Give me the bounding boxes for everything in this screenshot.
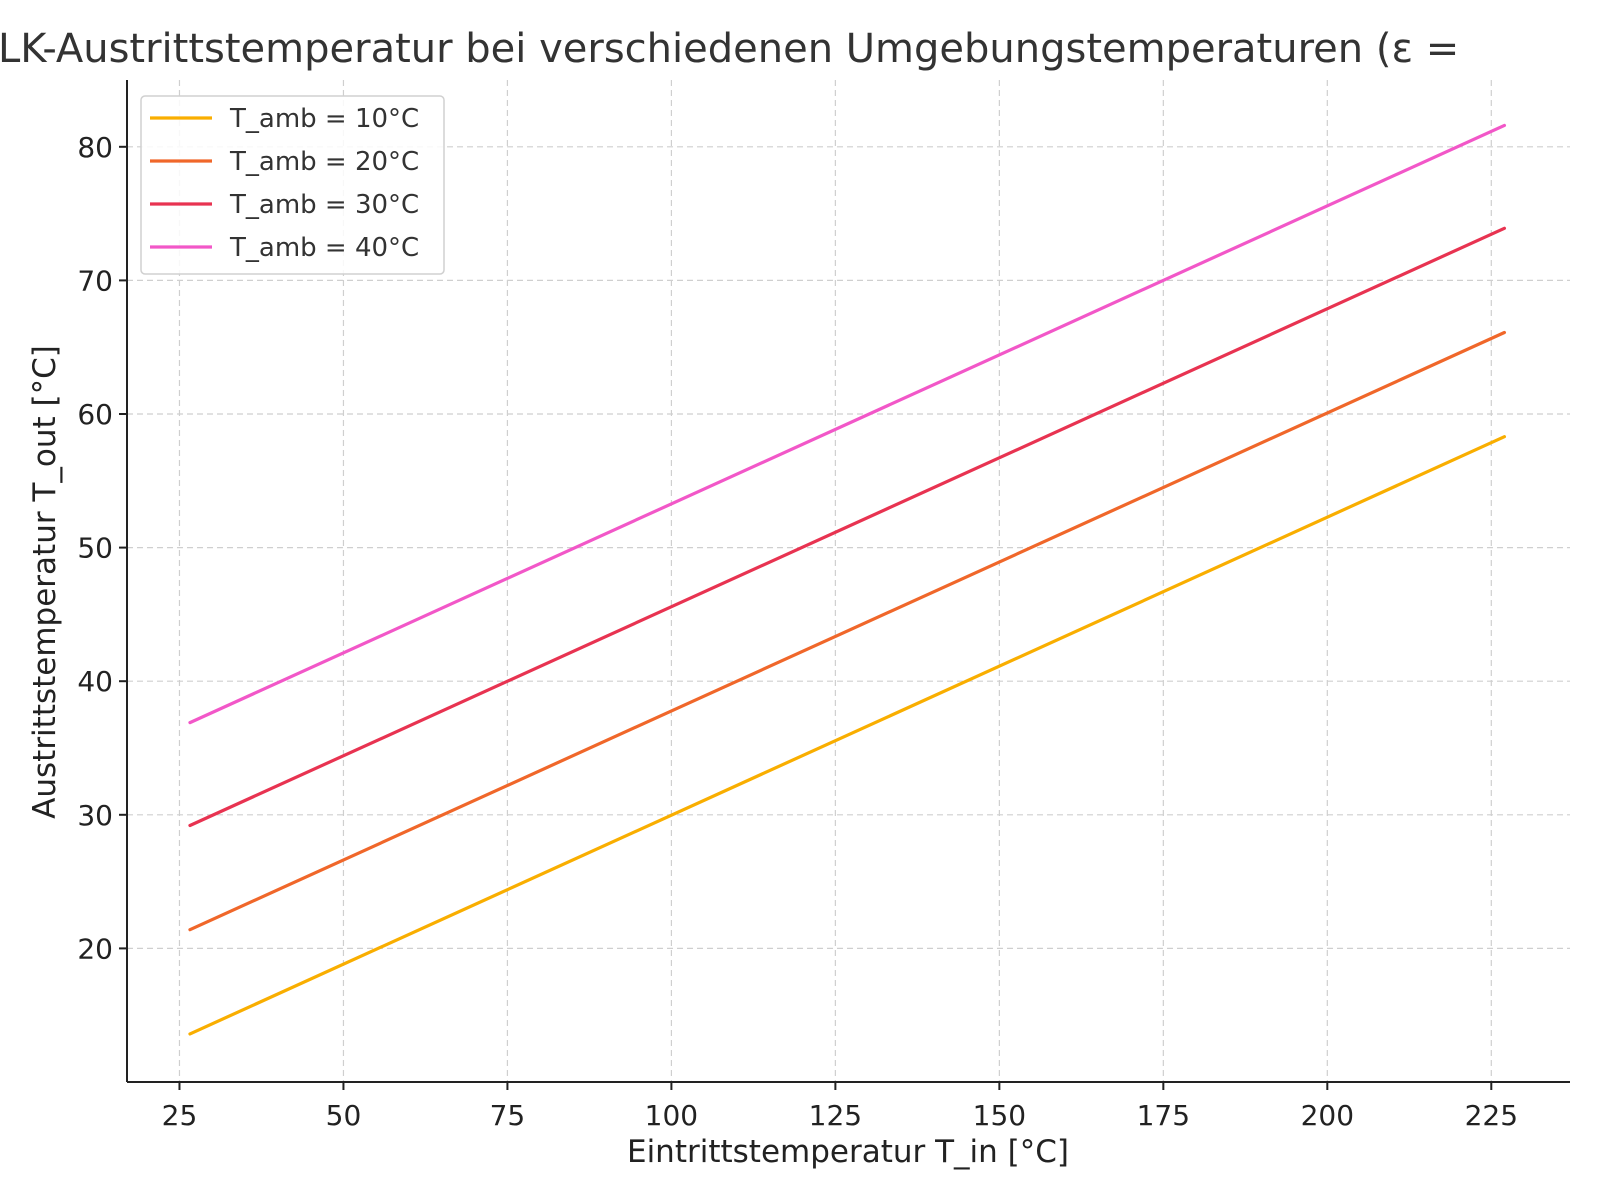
x-axis-ticks: 25 50 75 100 125 150 175 200 225 bbox=[162, 1082, 1518, 1132]
y-tick-label: 20 bbox=[77, 932, 113, 965]
y-tick-label: 80 bbox=[77, 131, 113, 164]
x-tick-label: 175 bbox=[1137, 1099, 1190, 1132]
legend: T_amb = 10°C T_amb = 20°C T_amb = 30°C T_am… bbox=[140, 95, 445, 275]
series-line bbox=[188, 435, 1507, 1036]
legend-label: T_amb = 20°C bbox=[229, 147, 419, 177]
y-tick-label: 40 bbox=[77, 665, 113, 698]
x-tick-label: 225 bbox=[1465, 1099, 1518, 1132]
series-line bbox=[188, 226, 1507, 828]
legend-box bbox=[140, 95, 445, 275]
y-axis-ticks: 20 30 40 50 60 70 80 bbox=[77, 131, 127, 965]
x-tick-label: 50 bbox=[326, 1099, 362, 1132]
grid bbox=[127, 80, 1570, 1082]
x-tick-label: 25 bbox=[162, 1099, 198, 1132]
y-tick-label: 70 bbox=[77, 264, 113, 297]
x-axis-label: Eintrittstemperatur T_in [°C] bbox=[627, 1134, 1069, 1170]
series-line bbox=[188, 330, 1507, 932]
x-tick-label: 200 bbox=[1301, 1099, 1354, 1132]
legend-label: T_amb = 40°C bbox=[229, 233, 419, 263]
x-tick-label: 125 bbox=[809, 1099, 862, 1132]
series-lines bbox=[188, 123, 1507, 1036]
chart-title: LK-Austrittstemperatur bei verschiedenen… bbox=[0, 26, 1459, 72]
x-tick-label: 150 bbox=[973, 1099, 1026, 1132]
y-tick-label: 60 bbox=[77, 398, 113, 431]
x-tick-label: 75 bbox=[490, 1099, 526, 1132]
axes bbox=[126, 80, 1570, 1083]
x-tick-label: 100 bbox=[645, 1099, 698, 1132]
legend-label: T_amb = 10°C bbox=[229, 104, 419, 134]
y-axis-label: Austrittstemperatur T_out [°C] bbox=[27, 345, 63, 819]
legend-label: T_amb = 30°C bbox=[229, 190, 419, 220]
series-line bbox=[188, 123, 1507, 725]
y-tick-label: 30 bbox=[77, 799, 113, 832]
y-tick-label: 50 bbox=[77, 532, 113, 565]
